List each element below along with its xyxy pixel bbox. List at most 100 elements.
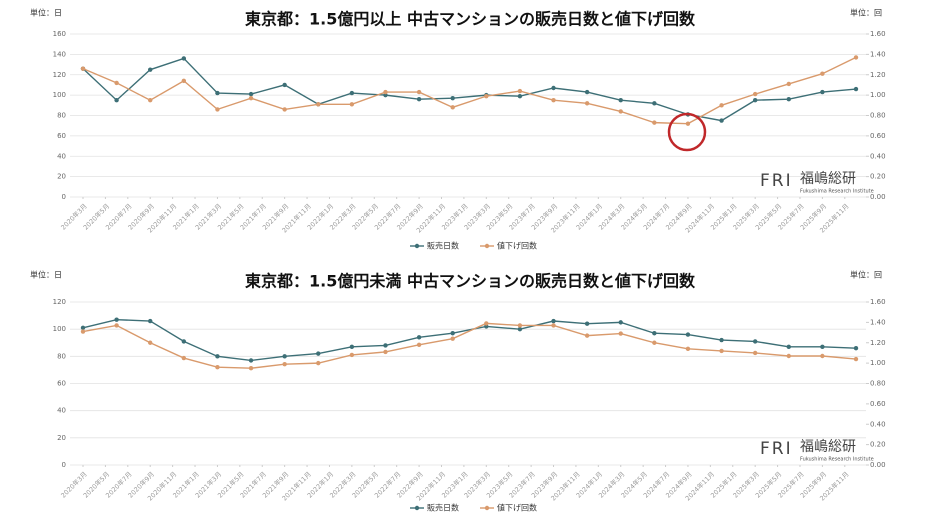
data-point bbox=[181, 78, 187, 84]
data-point bbox=[517, 88, 523, 94]
data-point bbox=[517, 93, 523, 99]
y2-tick-label: 1.40 bbox=[870, 318, 886, 326]
data-point bbox=[450, 105, 455, 110]
data-point bbox=[685, 121, 691, 126]
watermark-subtitle: Fukushima Research Institute bbox=[800, 189, 874, 195]
y2-tick-label: 0.60 bbox=[870, 400, 886, 408]
data-point bbox=[114, 98, 119, 103]
y-tick-label: 80 bbox=[57, 112, 66, 120]
data-point bbox=[416, 97, 422, 102]
legend-label: 販売日数 bbox=[427, 503, 459, 513]
y2-tick-label: 0.00 bbox=[870, 193, 886, 201]
y2-tick-label: 1.20 bbox=[870, 71, 886, 79]
chart-title: 東京都：1.5億円未満 中古マンションの販売日数と値下げ回数 bbox=[245, 272, 696, 291]
y2-tick-label: 1.00 bbox=[870, 91, 886, 99]
y-tick-label: 60 bbox=[57, 380, 66, 388]
data-point bbox=[80, 66, 86, 71]
data-point bbox=[584, 333, 590, 338]
data-point bbox=[618, 331, 623, 336]
y-tick-label: 60 bbox=[57, 132, 66, 140]
data-point bbox=[719, 348, 724, 354]
data-point bbox=[80, 325, 86, 331]
data-point bbox=[517, 326, 523, 332]
y-tick-label: 20 bbox=[57, 173, 66, 181]
legend-marker bbox=[484, 243, 490, 249]
data-point bbox=[114, 323, 119, 328]
data-point bbox=[416, 89, 422, 95]
highlight-circle bbox=[667, 112, 707, 152]
data-point bbox=[551, 318, 556, 324]
series-line bbox=[82, 322, 857, 369]
data-point bbox=[181, 56, 187, 61]
data-point bbox=[282, 354, 287, 359]
y-tick-label: 160 bbox=[53, 30, 66, 38]
data-point bbox=[114, 80, 119, 86]
data-point bbox=[719, 103, 724, 108]
data-point bbox=[148, 67, 153, 72]
data-point bbox=[282, 361, 287, 367]
y2-tick-label: 1.00 bbox=[870, 359, 886, 367]
data-point bbox=[181, 355, 187, 361]
data-point bbox=[820, 89, 825, 95]
data-point bbox=[752, 98, 758, 103]
data-point bbox=[786, 81, 791, 87]
legend-label: 値下げ回数 bbox=[497, 241, 537, 251]
watermark-mark: FRI bbox=[760, 439, 793, 459]
series-line bbox=[82, 318, 857, 362]
data-point bbox=[215, 365, 220, 370]
data-point bbox=[450, 95, 455, 101]
data-point bbox=[450, 331, 455, 336]
y-tick-label: 40 bbox=[57, 152, 66, 160]
data-point bbox=[148, 98, 153, 103]
y-axis-label: 単位：日 bbox=[30, 270, 62, 280]
data-point bbox=[181, 339, 187, 344]
data-point bbox=[349, 352, 355, 358]
data-point bbox=[719, 118, 724, 123]
watermark: FRI 福嶋総研 Fukushima Research Institute bbox=[760, 439, 874, 463]
data-point bbox=[820, 344, 825, 350]
y2-tick-label: 1.60 bbox=[870, 298, 886, 306]
data-point bbox=[551, 98, 556, 103]
y-tick-label: 0 bbox=[62, 461, 66, 469]
data-point bbox=[248, 95, 254, 101]
data-point bbox=[853, 356, 859, 362]
data-point bbox=[114, 317, 119, 322]
watermark: FRI 福嶋総研 Fukushima Research Institute bbox=[760, 171, 874, 195]
data-point bbox=[349, 90, 355, 96]
series-line bbox=[82, 57, 857, 122]
data-point bbox=[383, 343, 388, 348]
data-point bbox=[349, 344, 355, 350]
data-point bbox=[383, 89, 388, 95]
legend-marker bbox=[414, 505, 420, 511]
y2-tick-label: 0.40 bbox=[870, 420, 886, 428]
data-point bbox=[786, 97, 791, 102]
data-point bbox=[215, 107, 220, 112]
data-point bbox=[652, 120, 657, 125]
y-tick-label: 100 bbox=[53, 91, 66, 99]
data-point bbox=[551, 85, 556, 91]
y2-tick-label: 0.20 bbox=[870, 441, 886, 449]
data-point bbox=[618, 320, 623, 325]
data-point bbox=[484, 324, 489, 329]
y-tick-label: 140 bbox=[53, 50, 66, 58]
chart-title: 東京都：1.5億円以上 中古マンションの販売日数と値下げ回数 bbox=[245, 10, 696, 29]
legend-marker bbox=[484, 505, 490, 511]
y-tick-label: 80 bbox=[57, 352, 66, 360]
data-point bbox=[383, 92, 388, 98]
data-point bbox=[752, 91, 758, 97]
data-point bbox=[752, 339, 758, 344]
data-point bbox=[316, 351, 321, 356]
watermark-subtitle: Fukushima Research Institute bbox=[800, 457, 874, 463]
y-tick-label: 120 bbox=[53, 71, 66, 79]
y-axis-label: 単位：日 bbox=[30, 8, 62, 18]
data-point bbox=[316, 360, 321, 366]
data-point bbox=[248, 358, 254, 363]
data-point bbox=[416, 335, 422, 340]
data-point bbox=[248, 91, 254, 97]
y-tick-label: 0 bbox=[62, 193, 66, 201]
data-point bbox=[618, 98, 623, 103]
data-point bbox=[786, 344, 791, 350]
data-point bbox=[248, 366, 254, 371]
data-point bbox=[786, 353, 791, 359]
data-point bbox=[80, 329, 86, 334]
